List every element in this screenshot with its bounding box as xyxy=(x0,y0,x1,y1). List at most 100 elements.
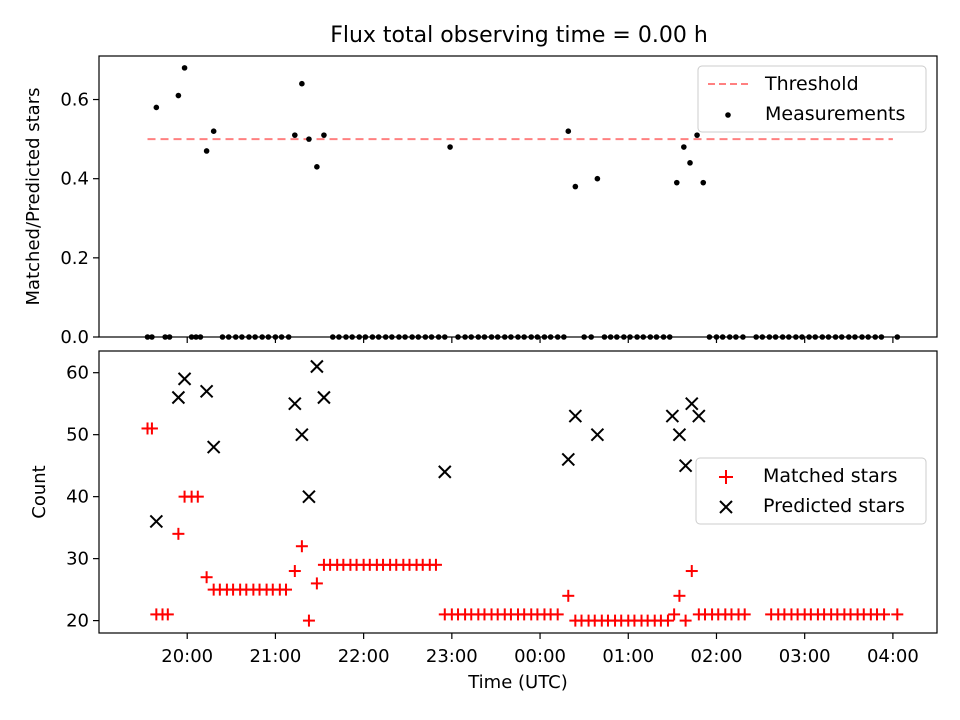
measurements-point xyxy=(852,334,858,340)
measurements-point xyxy=(175,92,182,99)
measurements-point xyxy=(455,334,461,340)
matched-stars-point xyxy=(429,558,442,571)
measurements-point xyxy=(865,334,871,340)
bottom-xtick-label: 23:00 xyxy=(426,646,478,667)
measurements-point xyxy=(415,334,422,340)
measurements-point xyxy=(468,334,475,340)
measurements-point xyxy=(246,334,252,340)
measurements-point xyxy=(627,334,633,340)
legend-measurements-swatch xyxy=(725,112,731,118)
measurements-point xyxy=(521,334,527,340)
measurements-point xyxy=(153,104,160,111)
legend-measurements-label: Measurements xyxy=(765,103,905,125)
measurements-point xyxy=(772,334,779,340)
measurements-point xyxy=(660,334,667,340)
measurements-point xyxy=(299,80,305,87)
measurements-point xyxy=(607,334,614,340)
measurements-point xyxy=(435,334,442,340)
measurements-point xyxy=(203,148,210,154)
measurements-point xyxy=(225,334,232,340)
measurements-point xyxy=(314,164,320,170)
measurements-point xyxy=(621,334,627,340)
measurements-point xyxy=(181,65,188,71)
predicted-stars-point xyxy=(561,452,575,467)
measurements-point xyxy=(706,334,713,340)
bottom-ytick-label: 40 xyxy=(66,487,89,508)
predicted-stars-point xyxy=(149,514,164,529)
bottom-xtick-label: 04:00 xyxy=(867,646,919,667)
measurements-point xyxy=(825,334,832,340)
predicted-stars-point xyxy=(672,427,687,442)
measurements-point xyxy=(673,179,680,186)
predicted-stars-point xyxy=(317,390,331,405)
predicted-stars-point xyxy=(288,396,302,411)
measurements-point xyxy=(793,334,799,340)
predicted-stars-point xyxy=(665,409,680,423)
predicted-stars-point xyxy=(171,390,186,405)
measurements-point xyxy=(362,334,369,340)
measurements-point xyxy=(740,334,746,340)
top-legend: Threshold Measurements xyxy=(697,65,927,133)
measurements-point xyxy=(265,334,272,340)
measurements-point xyxy=(475,334,482,340)
measurements-point xyxy=(219,334,226,340)
measurements-point xyxy=(554,334,561,340)
predicted-stars-point xyxy=(302,489,316,504)
legend-predicted-label: Predicted stars xyxy=(763,495,905,517)
bottom-ytick-label: 50 xyxy=(66,425,89,446)
measurements-point xyxy=(872,334,879,340)
legend-matched-label: Matched stars xyxy=(763,465,897,487)
predicted-stars-point xyxy=(206,440,221,454)
matched-stars-point xyxy=(679,614,692,627)
measurements-point xyxy=(210,128,217,134)
measurements-point xyxy=(819,334,826,340)
measurements-point xyxy=(285,334,292,340)
measurements-point xyxy=(812,334,819,340)
measurements-point xyxy=(534,334,541,340)
measurements-point xyxy=(547,334,554,340)
matched-stars-point xyxy=(172,527,185,540)
measurements-point xyxy=(356,334,363,340)
bottom-legend: Matched stars Predicted stars xyxy=(695,457,927,525)
measurements-point xyxy=(700,179,707,186)
measurements-point xyxy=(422,334,429,340)
measurements-point xyxy=(786,334,792,340)
bottom-xtick-label: 01:00 xyxy=(602,646,654,667)
measurements-point xyxy=(647,334,654,340)
legend-threshold-label: Threshold xyxy=(764,73,859,95)
matched-stars-point xyxy=(878,608,891,621)
predicted-stars-point xyxy=(438,465,452,479)
measurements-point xyxy=(859,334,865,340)
measurements-point xyxy=(149,334,155,340)
measurements-point xyxy=(845,334,852,340)
measurements-point xyxy=(197,334,204,340)
predicted-stars-point xyxy=(199,384,214,398)
measurements-point xyxy=(501,334,508,340)
matched-stars-point xyxy=(200,571,213,584)
predicted-stars-point xyxy=(678,458,693,473)
measurements-point xyxy=(687,160,693,166)
measurements-point xyxy=(193,334,199,340)
measurements-point xyxy=(389,334,395,340)
measurements-point xyxy=(528,334,535,340)
top-ytick-label: 0.2 xyxy=(60,248,89,269)
top-legend-box xyxy=(697,65,927,133)
bottom-xtick-label: 20:00 xyxy=(161,646,213,667)
predicted-stars-point xyxy=(685,396,699,411)
predicted-stars-point xyxy=(568,409,583,423)
matched-stars-point xyxy=(161,608,174,621)
measurements-point xyxy=(759,334,766,340)
bottom-ytick-label: 60 xyxy=(66,363,89,384)
measurements-point xyxy=(336,334,342,340)
measurements-point xyxy=(894,334,901,340)
bottom-ytick-label: 20 xyxy=(66,611,89,632)
measurements-point xyxy=(462,334,468,340)
matched-stars-point xyxy=(551,608,564,621)
bottom-xtick-label: 21:00 xyxy=(249,646,301,667)
measurements-point xyxy=(779,334,786,340)
bottom-xtick-label: 22:00 xyxy=(338,646,390,667)
top-ytick-label: 0.6 xyxy=(60,90,89,111)
measurements-point xyxy=(481,334,488,340)
measurements-point xyxy=(272,334,279,340)
